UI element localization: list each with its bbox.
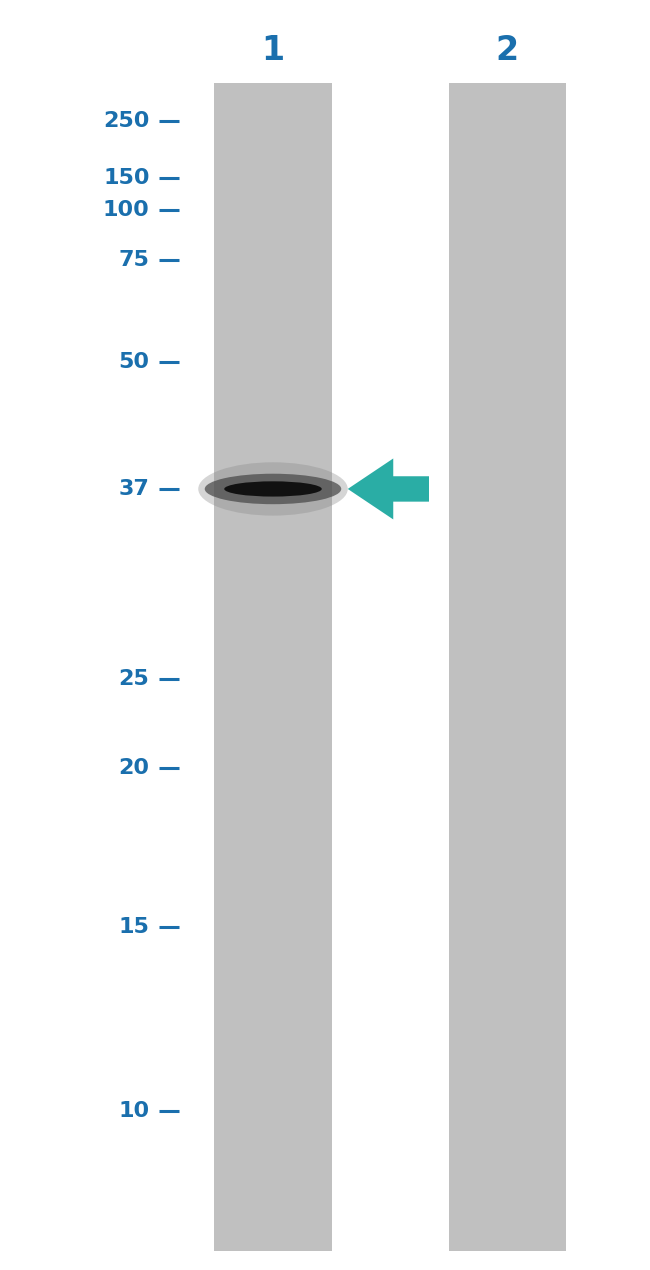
Text: 37: 37 (118, 479, 150, 499)
Ellipse shape (224, 481, 322, 497)
Text: 100: 100 (103, 199, 150, 220)
Ellipse shape (198, 462, 348, 516)
Text: 150: 150 (103, 168, 150, 188)
Text: 20: 20 (118, 758, 150, 779)
Ellipse shape (205, 474, 341, 504)
Text: 15: 15 (118, 917, 150, 937)
Bar (448, 83, 566, 1251)
Bar (214, 83, 332, 1251)
Text: 50: 50 (118, 352, 150, 372)
FancyArrow shape (348, 458, 429, 519)
Text: 75: 75 (118, 250, 150, 271)
Text: 2: 2 (495, 34, 519, 67)
Text: 10: 10 (118, 1101, 150, 1121)
Text: 25: 25 (119, 669, 150, 690)
Text: 250: 250 (103, 110, 150, 131)
Text: 1: 1 (261, 34, 285, 67)
